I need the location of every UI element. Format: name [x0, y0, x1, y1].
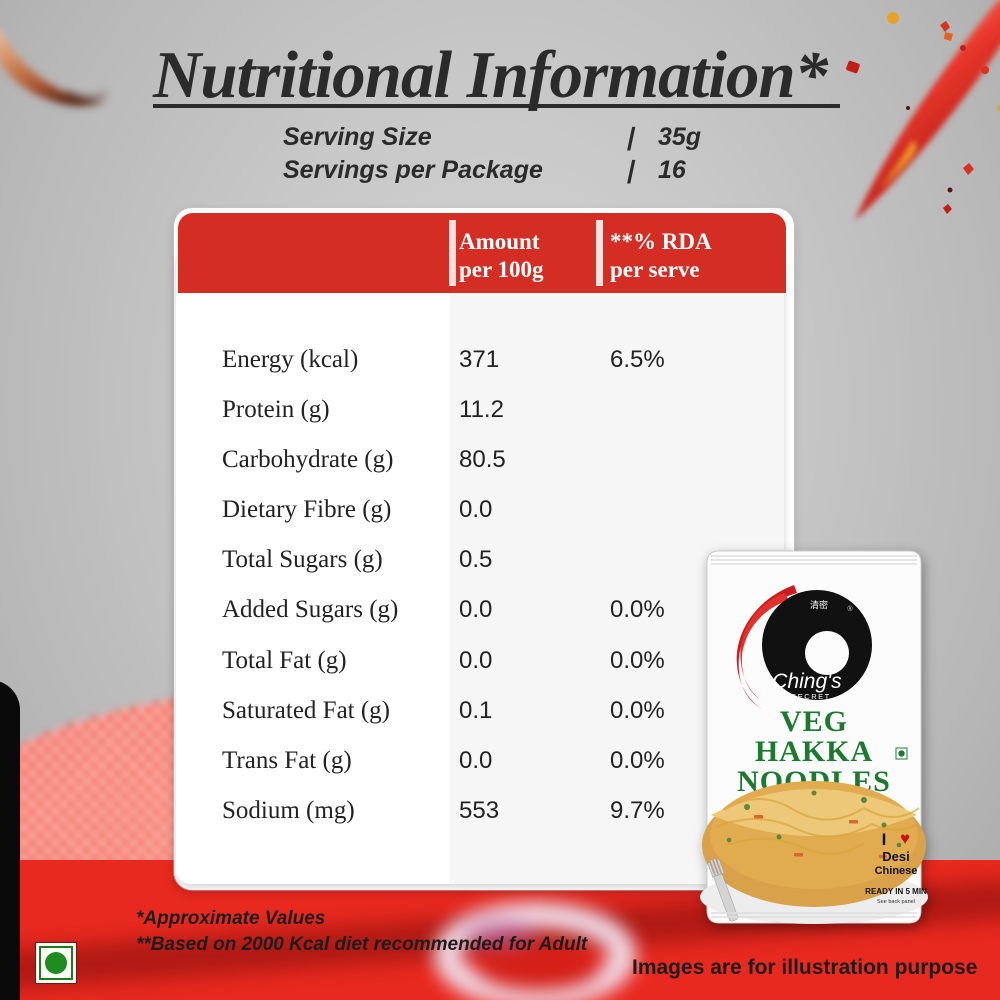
svg-text:Chinese: Chinese — [875, 865, 918, 877]
svg-text:♥: ♥ — [900, 829, 910, 848]
svg-text:Ching's: Ching's — [772, 670, 842, 693]
svg-text:®: ® — [847, 605, 853, 613]
svg-text:HAKKA: HAKKA — [755, 735, 873, 768]
svg-text:READY IN 5 MIN: READY IN 5 MIN — [865, 887, 927, 896]
svg-text:清密: 清密 — [810, 599, 828, 610]
svg-text:SECRET: SECRET — [791, 692, 830, 701]
svg-text:I: I — [882, 830, 887, 849]
svg-text:VEG: VEG — [780, 705, 848, 738]
svg-text:Desi: Desi — [882, 849, 909, 864]
svg-text:See back panel: See back panel — [877, 899, 915, 905]
